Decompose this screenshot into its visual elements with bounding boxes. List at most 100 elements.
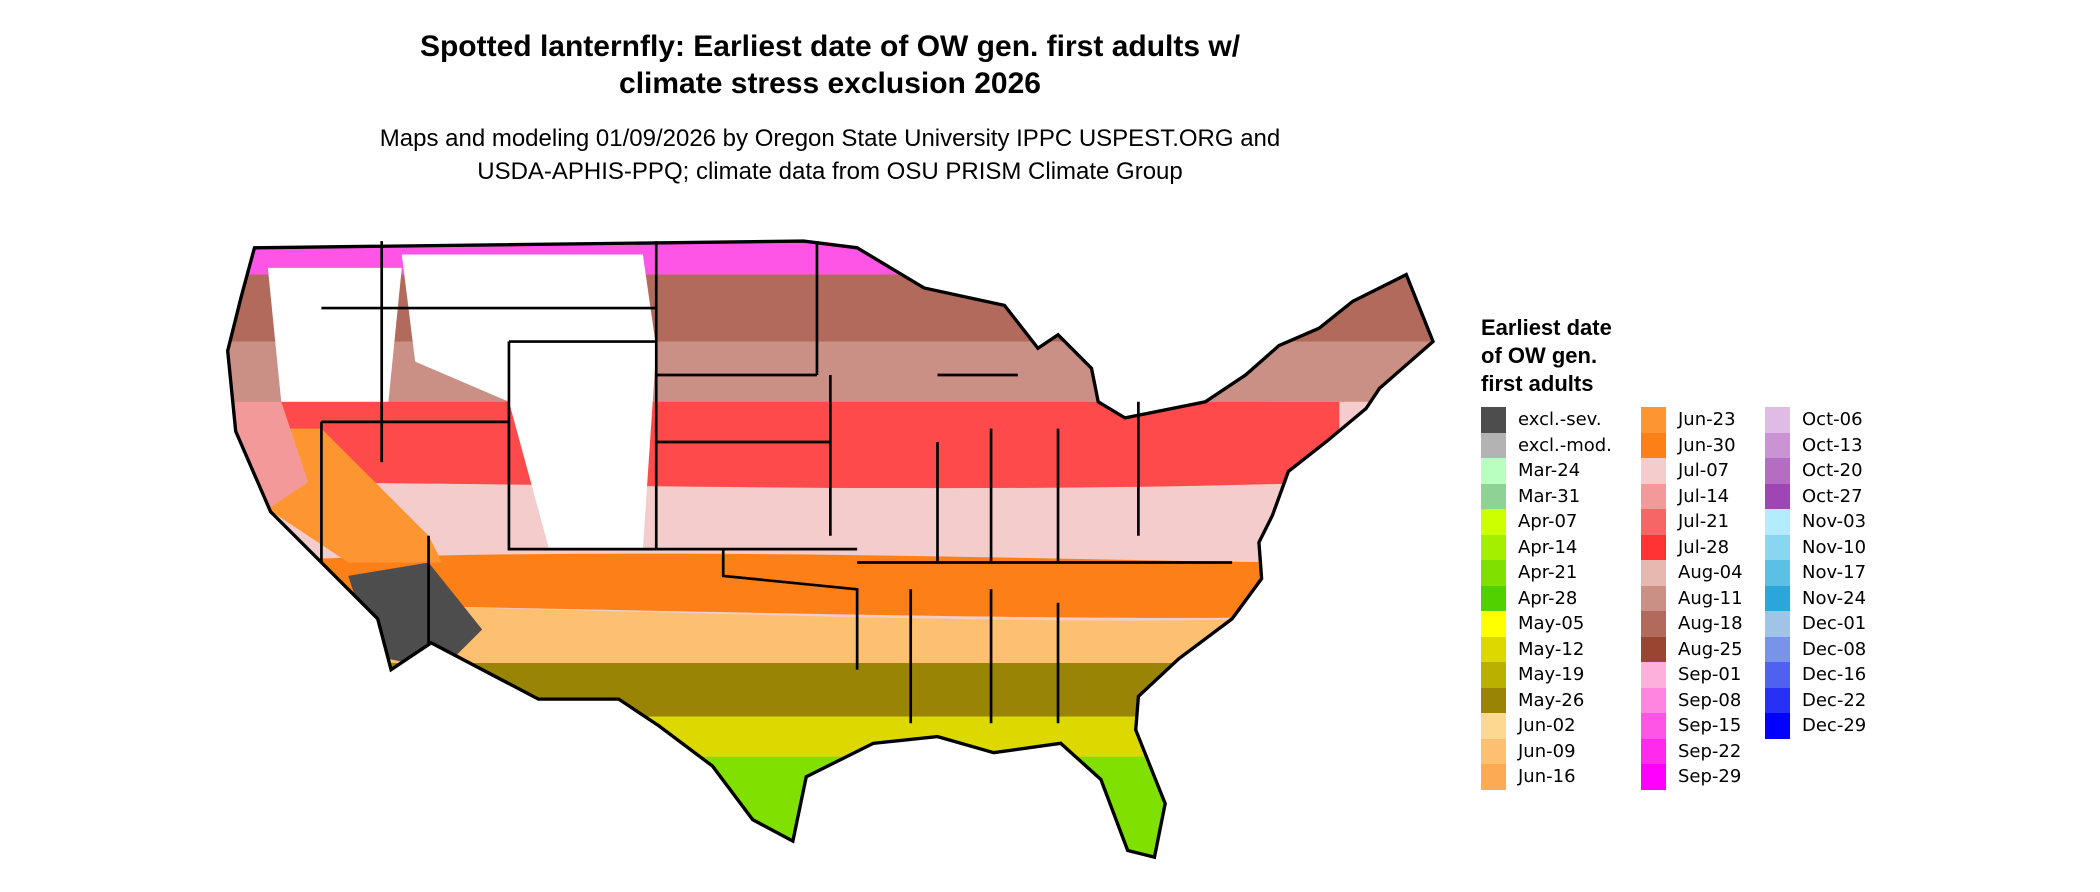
legend-item: excl.-mod.: [1481, 432, 1612, 458]
legend-label: Jun-02: [1518, 715, 1576, 737]
legend-label: Sep-08: [1678, 689, 1742, 711]
map-title: Spotted lanternfly: Earliest date of OW …: [230, 28, 1430, 102]
legend-label: Mar-31: [1518, 485, 1581, 507]
legend-swatch: [1765, 509, 1790, 535]
legend-item: Oct-27: [1765, 483, 1866, 509]
legend-swatch: [1765, 585, 1790, 611]
legend-label: Apr-28: [1518, 587, 1578, 609]
legend-item: Apr-21: [1481, 560, 1612, 586]
title-line-1: Spotted lanternfly: Earliest date of OW …: [419, 30, 1241, 63]
legend-swatch: [1641, 611, 1666, 637]
legend-title: Earliest date of OW gen. first adults: [1481, 314, 1612, 398]
legend-item: Jun-23: [1641, 407, 1743, 433]
legend-label: May-26: [1518, 689, 1585, 711]
legend-swatch: [1481, 407, 1506, 433]
legend-label: Dec-08: [1802, 638, 1867, 660]
legend-label: Oct-13: [1802, 434, 1863, 456]
legend-title-line-3: first adults: [1481, 371, 1594, 396]
legend-item: Aug-25: [1641, 636, 1743, 662]
legend-swatch: [1481, 687, 1506, 713]
legend-item: Jun-30: [1641, 432, 1743, 458]
legend-swatch: [1765, 534, 1790, 560]
legend-swatch: [1765, 483, 1790, 509]
legend-label: Oct-06: [1802, 409, 1863, 431]
legend-swatch: [1481, 509, 1506, 535]
legend-label: Aug-18: [1678, 613, 1743, 635]
legend-label: Apr-14: [1518, 536, 1578, 558]
legend-swatch: [1765, 687, 1790, 713]
legend-label: Oct-20: [1802, 460, 1863, 482]
legend-item: Jul-21: [1641, 509, 1743, 535]
legend-item: Jul-14: [1641, 483, 1743, 509]
legend-swatch: [1641, 764, 1666, 790]
legend-column: Jun-23 Jun-30 Jul-07 Jul-14 Jul-21 Jul-28 Aug-…: [1641, 407, 1743, 790]
legend-label: May-19: [1518, 664, 1585, 686]
legend-swatch: [1641, 560, 1666, 586]
legend-swatch: [1765, 636, 1790, 662]
legend-item: Nov-10: [1765, 534, 1866, 560]
legend-swatch: [1641, 432, 1666, 458]
legend-swatch: [1641, 585, 1666, 611]
legend-item: Oct-06: [1765, 407, 1866, 433]
legend-label: Dec-01: [1802, 613, 1867, 635]
legend-label: Aug-11: [1678, 587, 1743, 609]
legend-swatch: [1641, 713, 1666, 739]
legend-label: Dec-22: [1802, 689, 1867, 711]
legend-item: Dec-01: [1765, 611, 1866, 637]
legend-item: May-05: [1481, 611, 1612, 637]
legend-item: Jul-07: [1641, 458, 1743, 484]
legend-label: Oct-27: [1802, 485, 1863, 507]
legend-swatch: [1481, 585, 1506, 611]
legend-swatch: [1641, 636, 1666, 662]
legend-label: Sep-15: [1678, 715, 1742, 737]
legend-label: Sep-22: [1678, 740, 1742, 762]
legend-label: Jul-21: [1678, 511, 1730, 533]
legend-label: Jul-14: [1678, 485, 1730, 507]
legend-item: Dec-22: [1765, 687, 1867, 713]
legend-swatch: [1765, 432, 1790, 458]
legend-label: Jun-16: [1518, 766, 1576, 788]
legend-item: Jun-02: [1481, 713, 1612, 739]
subtitle-line-1: Maps and modeling 01/09/2026 by Oregon S…: [379, 125, 1281, 152]
legend-item: Sep-01: [1641, 662, 1743, 688]
legend-label: Jul-07: [1678, 460, 1730, 482]
legend-swatch: [1641, 483, 1666, 509]
legend-swatch: [1641, 662, 1666, 688]
legend-item: Oct-20: [1765, 458, 1866, 484]
legend-swatch: [1481, 534, 1506, 560]
legend-label: Jun-23: [1678, 409, 1736, 431]
legend-item: Dec-08: [1765, 636, 1867, 662]
legend-item: Apr-28: [1481, 585, 1612, 611]
legend-item: Sep-29: [1641, 764, 1743, 790]
legend-item: Mar-24: [1481, 458, 1612, 484]
legend-swatch: [1641, 458, 1666, 484]
legend-swatch: [1481, 611, 1506, 637]
legend-swatch: [1481, 458, 1506, 484]
legend-item: Mar-31: [1481, 483, 1612, 509]
legend-swatch: [1481, 483, 1506, 509]
legend-label: Apr-07: [1518, 511, 1578, 533]
legend-label: May-05: [1518, 613, 1585, 635]
legend-swatch: [1765, 713, 1790, 739]
legend-item: Aug-11: [1641, 585, 1743, 611]
legend-swatch: [1765, 560, 1790, 586]
legend-column: excl.-sev. excl.-mod. Mar-24 Mar-31 Apr-07 Ap…: [1481, 407, 1612, 790]
legend-swatch: [1481, 636, 1506, 662]
legend-label: Nov-03: [1802, 511, 1867, 533]
legend-label: Sep-01: [1678, 664, 1742, 686]
legend-label: Sep-29: [1678, 766, 1742, 788]
legend-item: Aug-04: [1641, 560, 1743, 586]
legend-item: Apr-14: [1481, 534, 1612, 560]
legend-item: Dec-16: [1765, 662, 1866, 688]
legend-label: Nov-17: [1802, 562, 1867, 584]
legend-label: Jul-28: [1678, 536, 1730, 558]
legend-item: excl.-sev.: [1481, 407, 1612, 433]
legend-item: Dec-29: [1765, 713, 1866, 739]
legend-swatch: [1481, 432, 1506, 458]
legend-swatch: [1765, 407, 1790, 433]
legend-item: Sep-08: [1641, 687, 1743, 713]
legend-swatch: [1481, 560, 1506, 586]
state-borders: [320, 241, 1233, 724]
legend-item: May-26: [1481, 687, 1612, 713]
